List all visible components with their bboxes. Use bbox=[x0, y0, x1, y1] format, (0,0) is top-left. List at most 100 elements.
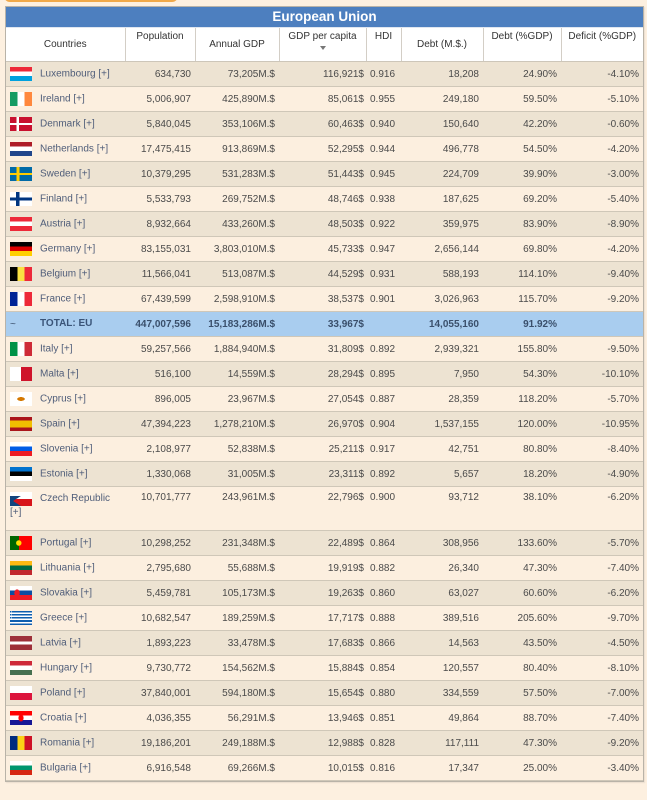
gdp-per-capita-cell: 51,443$ bbox=[279, 161, 366, 187]
annual-gdp-cell: 249,188M.$ bbox=[195, 730, 279, 756]
country-link[interactable]: Slovenia [+] bbox=[40, 443, 93, 455]
deficit-cell: -3.40% bbox=[561, 755, 643, 781]
debt-cell: 14,563 bbox=[401, 630, 483, 656]
data-table: Countries Population Annual GDP GDP per … bbox=[6, 28, 643, 781]
country-link[interactable]: Portugal [+] bbox=[40, 537, 92, 549]
country-cell: Portugal [+] bbox=[6, 530, 125, 556]
table-row: Slovakia [+] 5,459,781 105,173M.$ 19,263$ 0.… bbox=[6, 580, 643, 606]
column-header-annual-gdp[interactable]: Annual GDP bbox=[195, 28, 280, 62]
slovenia-flag-icon bbox=[10, 442, 32, 456]
country-link[interactable]: Lithuania [+] bbox=[40, 562, 95, 574]
country-link[interactable]: Cyprus [+] bbox=[40, 393, 86, 405]
population-cell: 5,006,907 bbox=[125, 86, 195, 112]
table-row: Finland [+] 5,533,793 269,752M.$ 48,746$ 0.9… bbox=[6, 186, 643, 212]
hdi-cell: 0.947 bbox=[366, 236, 401, 262]
country-link[interactable]: France [+] bbox=[40, 293, 86, 305]
column-header-debt-pct[interactable]: Debt (%GDP) bbox=[483, 28, 562, 62]
population-cell: 47,394,223 bbox=[125, 411, 195, 437]
gdp-per-capita-cell: 60,463$ bbox=[279, 111, 366, 137]
debt-cell: 359,975 bbox=[401, 211, 483, 237]
country-link[interactable]: Romania [+] bbox=[40, 737, 95, 749]
population-cell: 2,795,680 bbox=[125, 555, 195, 581]
country-link[interactable]: Estonia [+] bbox=[40, 468, 88, 480]
country-link[interactable]: Germany [+] bbox=[40, 243, 96, 255]
debt-cell: 17,347 bbox=[401, 755, 483, 781]
country-link[interactable]: Hungary [+] bbox=[40, 662, 92, 674]
table-row: Denmark [+] 5,840,045 353,106M.$ 60,463$ 0.9… bbox=[6, 111, 643, 137]
country-link[interactable]: Denmark [+] bbox=[40, 118, 95, 130]
population-cell: 447,007,596 bbox=[125, 311, 195, 337]
column-header-hdi[interactable]: HDI bbox=[366, 28, 402, 62]
country-link[interactable]: Italy [+] bbox=[40, 343, 73, 355]
gdp-per-capita-cell: 23,311$ bbox=[279, 461, 366, 487]
hdi-cell: 0.917 bbox=[366, 436, 401, 462]
country-link[interactable]: Finland [+] bbox=[40, 193, 87, 205]
hdi-cell: 0.887 bbox=[366, 386, 401, 412]
country-link[interactable]: Spain [+] bbox=[40, 418, 80, 430]
debt-cell: 120,557 bbox=[401, 655, 483, 681]
country-link[interactable]: Ireland [+] bbox=[40, 93, 85, 105]
country-link[interactable]: Sweden [+] bbox=[40, 168, 91, 180]
table-row: Romania [+] 19,186,201 249,188M.$ 12,988$ 0.… bbox=[6, 730, 643, 756]
annual-gdp-cell: 353,106M.$ bbox=[195, 111, 279, 137]
malta-flag-icon bbox=[10, 367, 32, 381]
debt-pct-cell: 47.30% bbox=[483, 555, 561, 581]
annual-gdp-cell: 69,266M.$ bbox=[195, 755, 279, 781]
country-link[interactable]: Austria [+] bbox=[40, 218, 86, 230]
debt-pct-cell: 24.90% bbox=[483, 61, 561, 87]
table-row: Italy [+] 59,257,566 1,884,940M.$ 31,809$ 0.… bbox=[6, 336, 643, 362]
table-row: Austria [+] 8,932,664 433,260M.$ 48,503$ 0.9… bbox=[6, 211, 643, 237]
debt-cell: 49,864 bbox=[401, 705, 483, 731]
debt-pct-cell: 59.50% bbox=[483, 86, 561, 112]
country-link[interactable]: Slovakia [+] bbox=[40, 587, 92, 599]
column-header-population[interactable]: Population bbox=[125, 28, 196, 62]
debt-pct-cell: 114.10% bbox=[483, 261, 561, 287]
population-cell: 5,840,045 bbox=[125, 111, 195, 137]
gdp-per-capita-cell: 44,529$ bbox=[279, 261, 366, 287]
country-cell: Netherlands [+] bbox=[6, 136, 125, 162]
annual-gdp-cell: 513,087M.$ bbox=[195, 261, 279, 287]
country-link[interactable]: Bulgaria [+] bbox=[40, 762, 91, 774]
column-header-deficit[interactable]: Deficit (%GDP) bbox=[561, 28, 643, 62]
country-link[interactable]: Latvia [+] bbox=[40, 637, 81, 649]
debt-cell: 2,939,321 bbox=[401, 336, 483, 362]
poland-flag-icon bbox=[10, 686, 32, 700]
deficit-cell: -5.70% bbox=[561, 530, 643, 556]
hdi-cell: 0.828 bbox=[366, 730, 401, 756]
country-link[interactable]: Netherlands [+] bbox=[40, 143, 109, 155]
debt-pct-cell: 115.70% bbox=[483, 286, 561, 312]
column-header-countries[interactable]: Countries bbox=[6, 28, 126, 62]
table-row: Spain [+] 47,394,223 1,278,210M.$ 26,970$ 0.… bbox=[6, 411, 643, 437]
deficit-cell: -4.50% bbox=[561, 630, 643, 656]
hdi-cell: 0.945 bbox=[366, 161, 401, 187]
country-cell: Ireland [+] bbox=[6, 86, 125, 112]
country-link[interactable]: Malta [+] bbox=[40, 368, 79, 380]
country-link[interactable]: Greece [+] bbox=[40, 612, 87, 624]
hdi-cell: 0.901 bbox=[366, 286, 401, 312]
table-row: Poland [+] 37,840,001 594,180M.$ 15,654$ 0.8… bbox=[6, 680, 643, 706]
country-link[interactable]: Czech Republic [+] bbox=[10, 493, 111, 518]
column-header-gdp-per-capita[interactable]: GDP per capita bbox=[279, 28, 367, 62]
czech-republic-flag-icon bbox=[10, 492, 32, 506]
deficit-cell: -3.00% bbox=[561, 161, 643, 187]
deficit-cell: -4.10% bbox=[561, 61, 643, 87]
deficit-cell: -7.40% bbox=[561, 705, 643, 731]
debt-pct-cell: 83.90% bbox=[483, 211, 561, 237]
header-row: Countries Population Annual GDP GDP per … bbox=[6, 28, 643, 62]
country-cell: Spain [+] bbox=[6, 411, 125, 437]
hdi-cell: 0.866 bbox=[366, 630, 401, 656]
column-header-debt[interactable]: Debt (M.$.) bbox=[401, 28, 484, 62]
hdi-cell: 0.860 bbox=[366, 580, 401, 606]
hdi-cell: 0.944 bbox=[366, 136, 401, 162]
table-row: Belgium [+] 11,566,041 513,087M.$ 44,529$ 0.… bbox=[6, 261, 643, 287]
country-link[interactable]: Croatia [+] bbox=[40, 712, 87, 724]
country-link[interactable]: Belgium [+] bbox=[40, 268, 91, 280]
spain-flag-icon bbox=[10, 417, 32, 431]
table-title: European Union bbox=[6, 7, 643, 28]
debt-cell: 14,055,160 bbox=[401, 311, 483, 337]
country-cell: Sweden [+] bbox=[6, 161, 125, 187]
romania-flag-icon bbox=[10, 736, 32, 750]
country-link[interactable]: Poland [+] bbox=[40, 687, 86, 699]
country-link[interactable]: Luxembourg [+] bbox=[40, 68, 110, 80]
table-row: Latvia [+] 1,893,223 33,478M.$ 17,683$ 0.866… bbox=[6, 630, 643, 656]
